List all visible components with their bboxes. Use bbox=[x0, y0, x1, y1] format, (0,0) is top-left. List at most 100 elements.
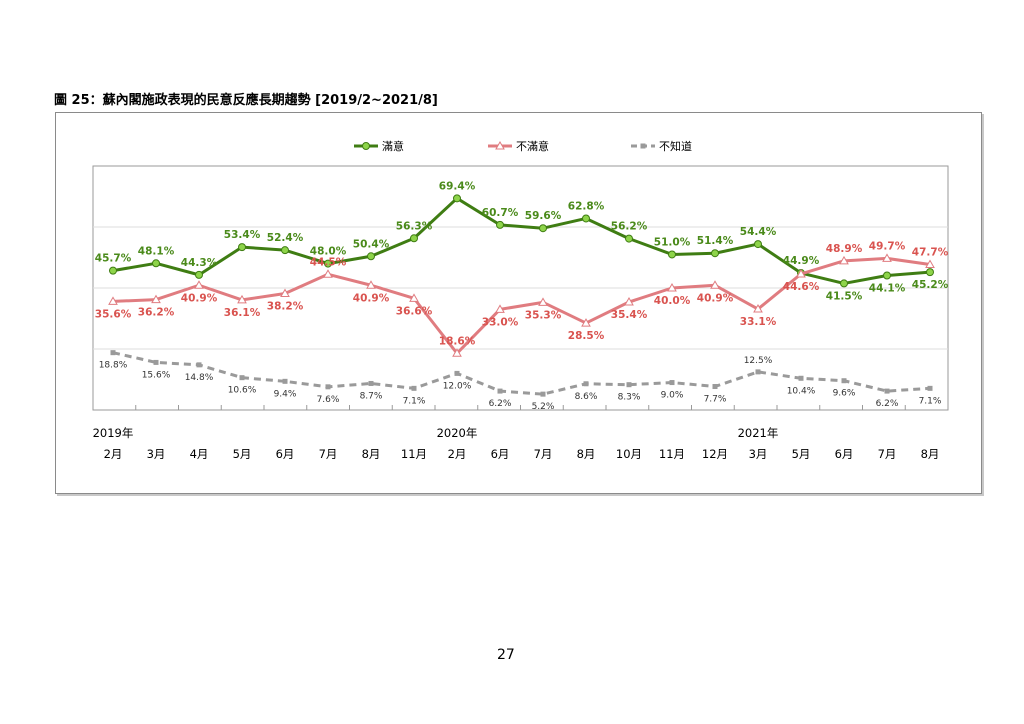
data-label-unknown: 12.5% bbox=[744, 356, 773, 366]
data-point-dissatisfied bbox=[280, 288, 290, 297]
data-label-unknown: 7.6% bbox=[317, 395, 340, 405]
data-point-unknown bbox=[153, 359, 159, 365]
data-label-satisfied: 60.7% bbox=[482, 207, 519, 219]
x-tick-label: 5月 bbox=[792, 447, 811, 461]
data-point-dissatisfied bbox=[452, 348, 462, 357]
data-point-satisfied bbox=[539, 224, 547, 233]
x-tick-label: 10月 bbox=[616, 447, 642, 461]
data-point-satisfied bbox=[324, 259, 332, 268]
data-label-satisfied: 52.4% bbox=[267, 232, 304, 244]
data-point-dissatisfied bbox=[839, 255, 849, 265]
data-label-unknown: 6.2% bbox=[876, 399, 899, 409]
data-label-dissatisfied: 40.9% bbox=[181, 292, 218, 304]
x-tick-label: 2月 bbox=[448, 447, 467, 461]
data-point-dissatisfied bbox=[323, 269, 333, 278]
x-tick-label: 3月 bbox=[147, 447, 166, 461]
data-point-unknown bbox=[841, 378, 847, 384]
data-point-unknown bbox=[540, 391, 546, 397]
data-point-dissatisfied bbox=[581, 318, 591, 327]
x-year-label: 2019年 bbox=[93, 426, 134, 440]
data-point-unknown bbox=[368, 380, 374, 386]
data-label-satisfied: 48.1% bbox=[138, 245, 175, 257]
legend-label-satisfied: 滿意 bbox=[382, 139, 404, 153]
data-label-dissatisfied: 48.9% bbox=[826, 243, 863, 255]
data-point-unknown bbox=[798, 375, 804, 381]
data-label-satisfied: 45.7% bbox=[95, 253, 132, 265]
data-label-unknown: 18.8% bbox=[99, 361, 128, 371]
series-line-satisfied bbox=[112, 196, 931, 285]
data-point-unknown bbox=[884, 388, 890, 394]
data-point-unknown bbox=[411, 385, 417, 391]
data-label-dissatisfied: 33.1% bbox=[740, 316, 777, 328]
x-tick-label: 6月 bbox=[835, 447, 854, 461]
data-point-satisfied bbox=[453, 194, 461, 203]
data-point-satisfied bbox=[883, 271, 891, 280]
data-label-unknown: 6.2% bbox=[489, 399, 512, 409]
data-point-satisfied bbox=[410, 234, 418, 243]
x-tick-label: 5月 bbox=[233, 447, 252, 461]
data-point-satisfied bbox=[238, 243, 246, 252]
data-point-dissatisfied bbox=[796, 268, 806, 278]
x-tick-label: 7月 bbox=[878, 447, 897, 461]
data-point-satisfied bbox=[926, 268, 934, 277]
data-point-satisfied bbox=[582, 214, 590, 223]
data-point-unknown bbox=[927, 385, 933, 391]
page-number: 27 bbox=[497, 647, 515, 663]
data-label-dissatisfied: 44.5% bbox=[310, 256, 347, 268]
legend-label-unknown: 不知道 bbox=[659, 139, 692, 153]
data-label-satisfied: 51.0% bbox=[654, 236, 691, 248]
data-label-dissatisfied: 36.2% bbox=[138, 307, 175, 319]
data-point-unknown bbox=[712, 384, 718, 390]
data-point-dissatisfied bbox=[495, 304, 505, 313]
line-chart: 45.7% 48.1% 44.3% 53.4% 52.4% 48.0% 50.4% 56.3%… bbox=[92, 139, 949, 461]
data-label-unknown: 12.0% bbox=[443, 381, 472, 391]
x-tick-label: 7月 bbox=[534, 447, 553, 461]
data-label-satisfied: 45.2% bbox=[912, 279, 949, 291]
data-label-satisfied: 41.5% bbox=[826, 290, 863, 302]
data-point-satisfied bbox=[109, 266, 117, 275]
data-label-unknown: 14.8% bbox=[185, 373, 214, 383]
data-label-satisfied: 44.1% bbox=[869, 282, 906, 294]
data-label-dissatisfied: 44.6% bbox=[783, 281, 820, 293]
data-point-unknown bbox=[583, 381, 589, 387]
data-point-satisfied bbox=[281, 246, 289, 255]
data-label-unknown: 9.6% bbox=[833, 389, 856, 399]
data-point-dissatisfied bbox=[753, 304, 763, 313]
x-tick-label: 6月 bbox=[276, 447, 295, 461]
data-point-unknown bbox=[196, 362, 202, 368]
data-label-satisfied: 53.4% bbox=[224, 229, 261, 241]
data-label-satisfied: 59.6% bbox=[525, 210, 562, 222]
figure-title: 圖 25：蘇內閣施政表現的民意反應長期趨勢 [2019/2~2021/8] bbox=[54, 93, 438, 108]
data-point-dissatisfied bbox=[538, 297, 548, 306]
data-point-unknown bbox=[454, 370, 460, 376]
data-label-dissatisfied: 33.0% bbox=[482, 316, 519, 328]
data-label-satisfied: 54.4% bbox=[740, 226, 777, 238]
x-tick-label: 3月 bbox=[749, 447, 768, 461]
x-tick-label: 8月 bbox=[921, 447, 940, 461]
data-label-dissatisfied: 49.7% bbox=[869, 240, 906, 252]
data-label-unknown: 15.6% bbox=[142, 370, 171, 380]
data-point-dissatisfied bbox=[882, 253, 892, 262]
data-label-dissatisfied: 38.2% bbox=[267, 300, 304, 312]
data-label-dissatisfied: 35.3% bbox=[525, 309, 562, 321]
x-tick-label: 8月 bbox=[362, 447, 381, 461]
x-tick-label: 11月 bbox=[659, 447, 685, 461]
x-tick-label: 4月 bbox=[190, 447, 209, 461]
data-point-dissatisfied bbox=[925, 259, 935, 269]
x-year-label: 2021年 bbox=[738, 426, 779, 440]
data-label-unknown: 7.7% bbox=[704, 395, 727, 405]
data-label-dissatisfied: 36.1% bbox=[224, 307, 261, 319]
data-point-dissatisfied bbox=[710, 280, 720, 289]
x-year-label: 2020年 bbox=[437, 426, 478, 440]
data-point-dissatisfied bbox=[366, 280, 376, 289]
data-label-unknown: 7.1% bbox=[919, 396, 942, 406]
legend-marker-unknown bbox=[640, 143, 646, 149]
data-label-dissatisfied: 35.6% bbox=[95, 308, 132, 320]
data-label-dissatisfied: 40.9% bbox=[697, 292, 734, 304]
data-point-satisfied bbox=[754, 240, 762, 249]
data-point-dissatisfied bbox=[667, 282, 677, 292]
data-point-unknown bbox=[110, 350, 116, 356]
data-label-satisfied: 62.8% bbox=[568, 200, 605, 212]
data-point-dissatisfied bbox=[237, 294, 247, 304]
data-point-satisfied bbox=[668, 250, 676, 259]
